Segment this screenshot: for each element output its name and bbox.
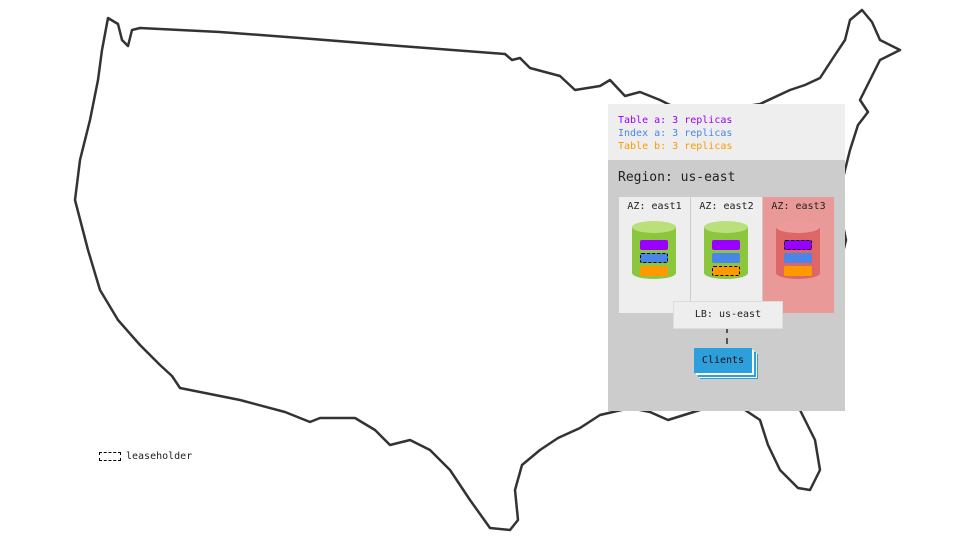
replica-table-a: [640, 240, 668, 250]
replica-table-a: [712, 240, 740, 250]
az-east3: AZ: east3: [763, 197, 834, 313]
region-us-east: Region: us-east AZ: east1 AZ: east2 AZ: …: [608, 160, 845, 411]
region-title: Region: us-east: [618, 170, 736, 185]
replica-legend: Table a: 3 replicas Index a: 3 replicas …: [608, 104, 845, 160]
leaseholder-key: leaseholder: [99, 451, 192, 462]
az-east2: AZ: east2: [691, 197, 762, 313]
replica-index-a-leaseholder: [640, 253, 668, 263]
replica-table-b: [784, 266, 812, 276]
replica-index-a: [712, 253, 740, 263]
replica-table-a-leaseholder: [784, 240, 812, 250]
az-label: AZ: east2: [699, 201, 754, 212]
database-cylinder-icon: [704, 221, 748, 285]
database-cylinder-icon: [776, 221, 820, 285]
legend-table-a: Table a: 3 replicas: [618, 115, 733, 126]
dashed-box-icon: [99, 452, 121, 461]
az-label: AZ: east1: [627, 201, 682, 212]
legend-index-a: Index a: 3 replicas: [618, 128, 733, 139]
replica-table-b: [640, 266, 668, 276]
leaseholder-label: leaseholder: [126, 451, 193, 462]
az-east1: AZ: east1: [619, 197, 690, 313]
clients-node: Clients: [694, 348, 752, 373]
replica-index-a: [784, 253, 812, 263]
database-cylinder-icon: [632, 221, 676, 285]
az-label: AZ: east3: [771, 201, 826, 212]
load-balancer: LB: us-east: [673, 301, 783, 329]
replica-table-b-leaseholder: [712, 266, 740, 276]
legend-table-b: Table b: 3 replicas: [618, 141, 733, 152]
